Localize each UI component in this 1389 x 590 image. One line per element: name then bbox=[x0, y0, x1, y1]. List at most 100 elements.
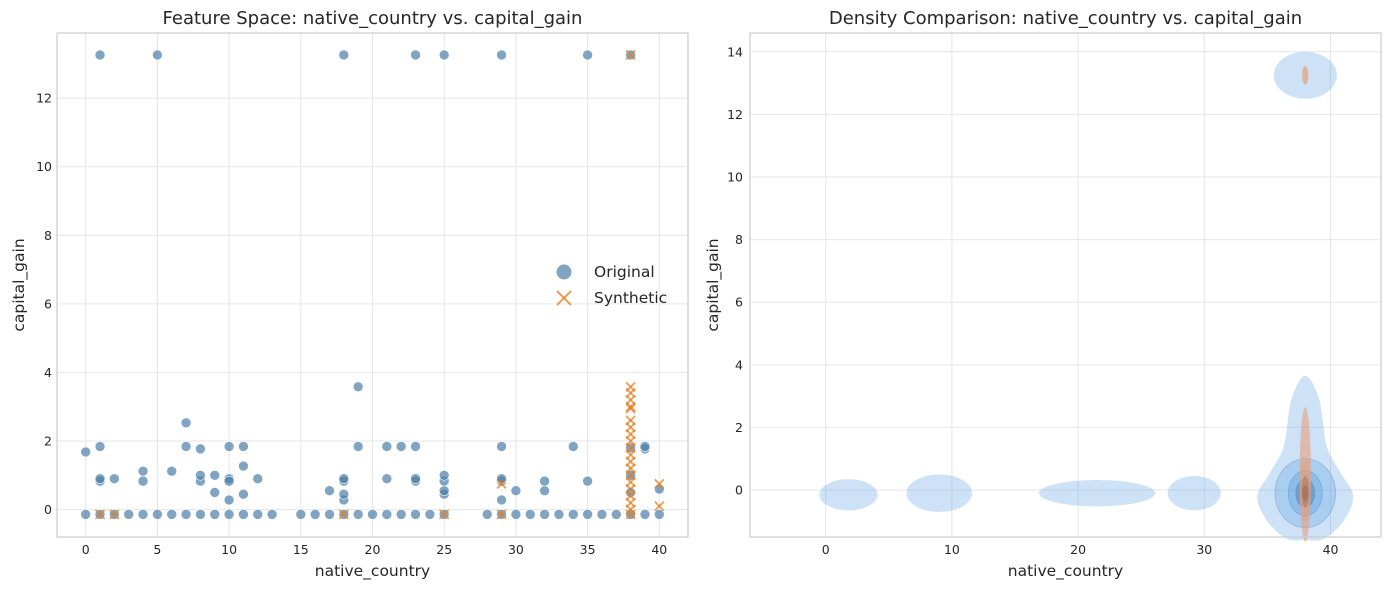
y-tick-label: 0 bbox=[44, 502, 52, 517]
y-tick-label: 4 bbox=[735, 357, 743, 372]
original-point bbox=[481, 509, 493, 520]
original-point bbox=[410, 509, 421, 520]
original-point bbox=[223, 509, 235, 520]
scatter-x-axis-label: native_country bbox=[315, 562, 430, 581]
original-point bbox=[539, 509, 550, 520]
original-point bbox=[80, 446, 91, 458]
original-point bbox=[252, 473, 264, 485]
synthetic-point bbox=[625, 415, 636, 426]
original-point bbox=[539, 485, 550, 497]
y-tick-label: 0 bbox=[735, 483, 743, 498]
original-point bbox=[152, 49, 163, 61]
original-point bbox=[610, 509, 622, 520]
original-point bbox=[424, 509, 436, 520]
original-point bbox=[180, 509, 192, 520]
original-point bbox=[625, 487, 636, 498]
density-panel: 0 10 20 30 40 0 2 4 6 8 10 12 14 Density Comparison:… bbox=[704, 8, 1382, 581]
original-point bbox=[395, 509, 407, 520]
original-density-region bbox=[819, 479, 878, 511]
synthetic-point bbox=[338, 509, 349, 520]
original-point bbox=[137, 475, 149, 487]
x-tick-label: 0 bbox=[822, 542, 830, 557]
original-point bbox=[295, 509, 307, 520]
original-point bbox=[524, 509, 536, 520]
original-point bbox=[324, 509, 335, 520]
scatter-tick-labels: 0 5 10 15 20 25 30 35 40 0 2 4 6 8 10 12 bbox=[36, 91, 667, 557]
original-point bbox=[195, 469, 206, 481]
scatter-legend: Original Synthetic bbox=[556, 263, 667, 307]
y-tick-label: 4 bbox=[44, 365, 52, 380]
y-tick-label: 12 bbox=[36, 91, 52, 106]
original-point bbox=[496, 49, 507, 61]
original-point bbox=[137, 509, 149, 520]
scatter-panel: 0 5 10 15 20 25 30 35 40 0 2 4 6 8 10 12 Feature Space:… bbox=[10, 8, 689, 581]
original-point bbox=[80, 509, 91, 520]
original-point bbox=[381, 509, 393, 520]
original-point bbox=[438, 49, 450, 61]
y-tick-label: 2 bbox=[735, 420, 743, 435]
legend-synthetic-label: Synthetic bbox=[594, 289, 667, 307]
x-tick-label: 15 bbox=[293, 542, 309, 557]
density-tick-labels: 0 10 20 30 40 0 2 4 6 8 10 12 14 bbox=[727, 44, 1338, 557]
y-tick-label: 8 bbox=[44, 228, 52, 243]
scatter-title: Feature Space: native_country vs. capita… bbox=[163, 8, 583, 29]
synthetic-point bbox=[625, 387, 636, 399]
legend-original-label: Original bbox=[594, 263, 655, 281]
density-title: Density Comparison: native_country vs. c… bbox=[829, 8, 1302, 29]
x-tick-label: 30 bbox=[508, 542, 524, 557]
original-density-region bbox=[1167, 475, 1221, 511]
x-tick-label: 10 bbox=[944, 542, 960, 557]
original-point bbox=[510, 485, 522, 497]
density-y-axis-label: capital_gain bbox=[704, 238, 723, 331]
original-point bbox=[654, 483, 665, 495]
y-tick-label: 8 bbox=[735, 232, 743, 247]
original-density-region bbox=[1038, 480, 1156, 507]
original-point bbox=[338, 473, 350, 485]
synthetic-point bbox=[625, 403, 636, 414]
synthetic-density-region bbox=[1302, 485, 1308, 501]
y-tick-label: 10 bbox=[36, 159, 52, 174]
x-tick-label: 35 bbox=[580, 542, 596, 557]
original-point bbox=[180, 441, 192, 452]
original-point bbox=[539, 475, 550, 487]
synthetic-point bbox=[439, 509, 450, 520]
synthetic-point bbox=[654, 478, 665, 489]
y-tick-label: 14 bbox=[727, 44, 743, 59]
x-tick-label: 40 bbox=[1323, 542, 1339, 557]
original-point bbox=[94, 441, 106, 452]
original-point bbox=[438, 469, 450, 481]
original-point bbox=[123, 509, 135, 520]
original-point bbox=[223, 494, 235, 506]
original-point bbox=[209, 487, 221, 498]
original-point bbox=[639, 441, 651, 452]
original-point bbox=[338, 49, 350, 61]
x-tick-label: 20 bbox=[365, 542, 381, 557]
x-tick-label: 5 bbox=[153, 542, 161, 557]
synthetic-point bbox=[654, 501, 665, 512]
original-point bbox=[338, 488, 350, 500]
original-point bbox=[654, 509, 665, 520]
original-point bbox=[223, 441, 235, 452]
scatter-y-axis-label: capital_gain bbox=[10, 238, 29, 331]
original-point bbox=[195, 509, 206, 520]
scatter-axes-frame bbox=[56, 32, 689, 538]
original-point bbox=[324, 485, 335, 497]
synthetic-point bbox=[496, 509, 507, 520]
original-point bbox=[367, 509, 378, 520]
original-point bbox=[238, 488, 249, 500]
original-point bbox=[567, 441, 579, 452]
original-point bbox=[252, 509, 264, 520]
original-point bbox=[352, 509, 364, 520]
original-point bbox=[238, 460, 249, 472]
original-point bbox=[309, 509, 321, 520]
synthetic-point bbox=[94, 509, 106, 520]
legend-synthetic-marker bbox=[556, 290, 572, 306]
original-point bbox=[496, 441, 507, 452]
original-point bbox=[410, 473, 421, 485]
original-point bbox=[94, 49, 106, 61]
scatter-marks bbox=[80, 49, 665, 520]
original-density-region bbox=[906, 474, 973, 512]
density-x-axis-label: native_country bbox=[1008, 562, 1123, 581]
x-tick-label: 40 bbox=[651, 542, 667, 557]
y-tick-label: 6 bbox=[44, 296, 52, 311]
